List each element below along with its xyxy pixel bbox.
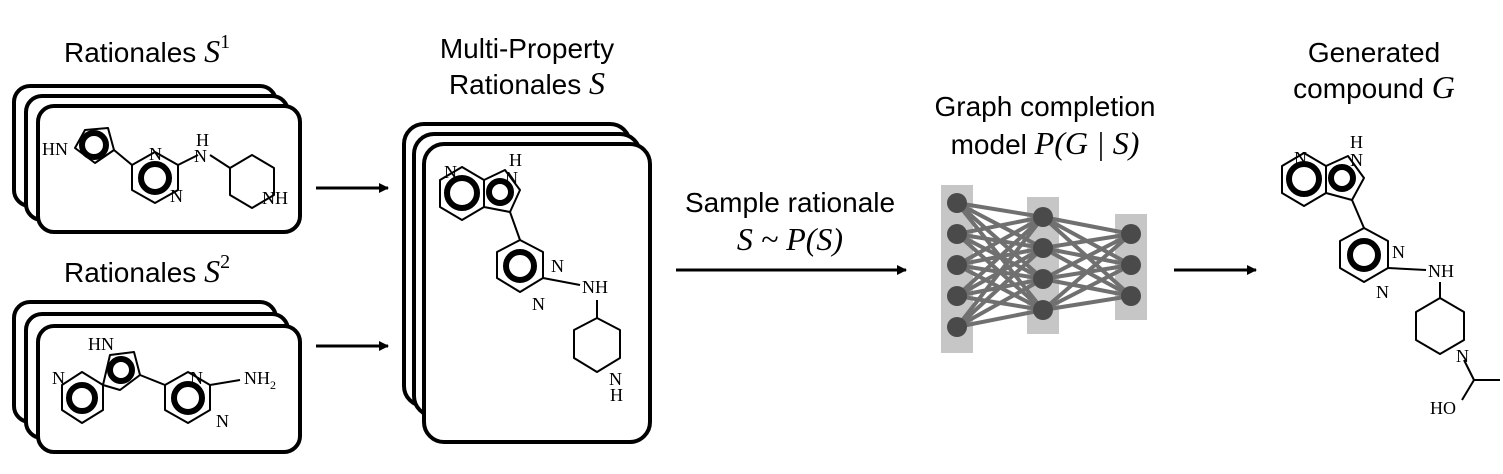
svg-text:HN: HN	[42, 139, 68, 159]
network-edge	[1042, 232, 1132, 250]
rationales-2-card-stack	[12, 300, 302, 454]
network-node	[947, 193, 967, 213]
graph-completion-network	[941, 185, 1147, 353]
network-edge	[955, 246, 1045, 329]
svg-text:HO: HO	[1430, 398, 1456, 418]
svg-text:N: N	[532, 294, 545, 314]
svg-text:N: N	[1376, 282, 1389, 302]
svg-text:N: N	[1350, 150, 1363, 170]
network-edge	[956, 308, 1044, 329]
network-node	[947, 255, 967, 275]
network-node	[1033, 207, 1053, 227]
svg-text:H: H	[509, 150, 522, 170]
network-node	[1033, 269, 1053, 289]
network-node	[947, 317, 967, 337]
network-node	[1121, 286, 1141, 306]
svg-text:N: N	[444, 162, 457, 182]
network-edge	[956, 201, 1044, 219]
svg-text:N: N	[190, 368, 203, 388]
svg-text:N: N	[216, 411, 229, 431]
generated-compound-molecule: N H N N N NH N HO	[1281, 132, 1500, 418]
rationale-1-molecule: HN N N H N NH	[42, 127, 288, 209]
svg-text:H: H	[1350, 132, 1363, 152]
svg-text:HN: HN	[88, 334, 114, 354]
svg-text:N: N	[505, 168, 518, 188]
svg-text:NH: NH	[262, 188, 288, 208]
generated-label-line1: Generated	[1308, 37, 1440, 68]
network-edge	[1042, 263, 1132, 312]
sample-formula: S ~ P(S)	[737, 221, 843, 257]
rationales-2-label: Rationales S2	[64, 251, 230, 289]
network-node	[947, 286, 967, 306]
multi-property-molecule: N H N N N NH N H	[439, 150, 623, 405]
svg-text:N: N	[170, 186, 183, 206]
network-edge	[956, 215, 1044, 267]
svg-text:H: H	[610, 385, 623, 405]
network-edge	[956, 215, 1044, 236]
network-node	[1121, 255, 1141, 275]
svg-text:N: N	[1456, 346, 1469, 366]
network-edge	[1042, 294, 1132, 312]
graph-model-label-line1: Graph completion	[934, 91, 1155, 122]
svg-text:H: H	[196, 130, 209, 150]
generated-label-line2: compound G	[1293, 69, 1455, 105]
svg-text:N: N	[52, 368, 65, 388]
multi-property-title-line1: Multi-Property	[440, 33, 614, 64]
svg-text:N: N	[1294, 148, 1307, 168]
multi-property-title-line2: Rationales S	[449, 65, 605, 101]
rationale-2-molecule: HN N N N NH2	[52, 334, 276, 431]
svg-text:N: N	[149, 144, 162, 164]
graph-model-label-line2: model P(G | S)	[951, 125, 1140, 161]
svg-text:NH: NH	[1428, 261, 1454, 281]
svg-text:N: N	[609, 369, 622, 389]
rationales-1-label: Rationales S1	[64, 31, 230, 69]
sample-rationale-label: Sample rationale	[685, 187, 895, 218]
svg-text:N: N	[1392, 242, 1405, 262]
network-edge	[956, 277, 1044, 329]
svg-text:N: N	[551, 256, 564, 276]
network-node	[1033, 238, 1053, 258]
network-edge	[1042, 215, 1132, 236]
network-edge	[955, 215, 1045, 329]
network-edge	[955, 215, 1045, 298]
network-edge	[1041, 232, 1133, 312]
network-edge	[1042, 232, 1132, 281]
network-node	[947, 224, 967, 244]
svg-text:NH2: NH2	[244, 368, 276, 392]
network-node	[1121, 224, 1141, 244]
svg-text:N: N	[194, 146, 207, 166]
svg-text:NH: NH	[582, 277, 608, 297]
network-node	[1033, 300, 1053, 320]
